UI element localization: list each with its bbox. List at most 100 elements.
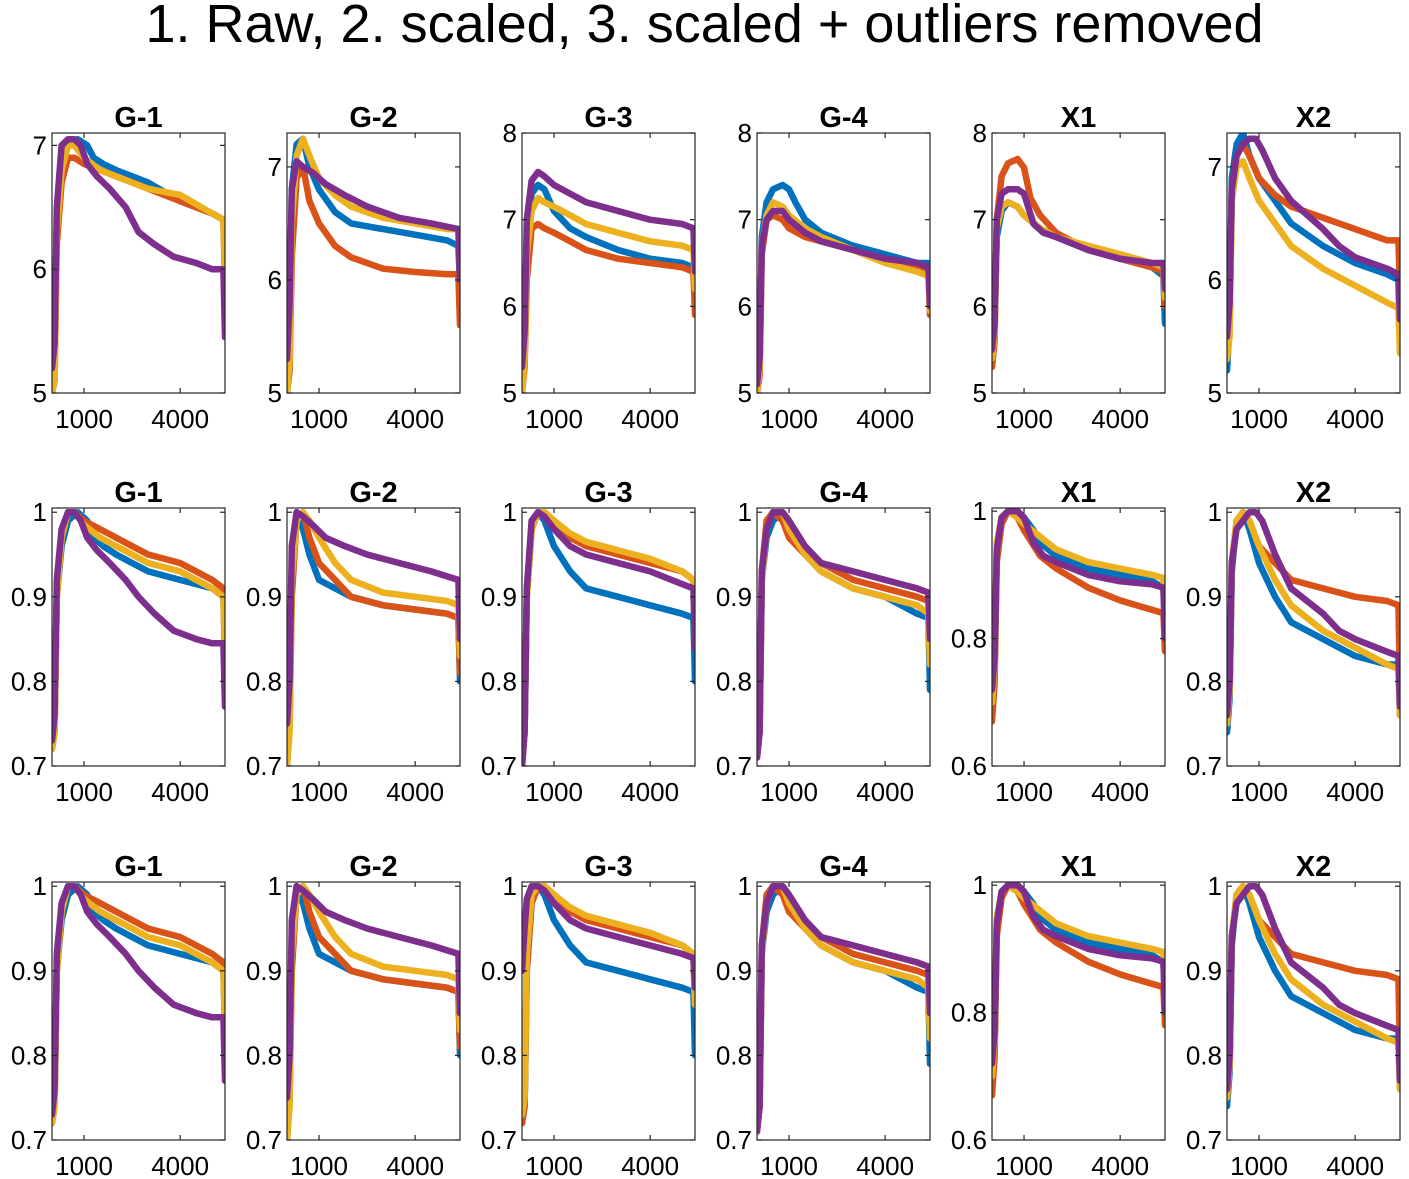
subplot-1-g-4: 1000 4000 5 6 7 8 G-4 bbox=[738, 102, 931, 434]
axes-box bbox=[991, 507, 1166, 767]
y-tick-label: 0.6 bbox=[951, 1125, 987, 1155]
subplot-1-g-1: 1000 4000 5 6 7 G-1 bbox=[33, 102, 226, 434]
axes-box bbox=[286, 507, 461, 767]
x-tick-label: 1000 bbox=[995, 777, 1053, 807]
y-tick-label: 1 bbox=[973, 496, 987, 526]
y-tick-label: 0.7 bbox=[481, 751, 517, 781]
x-tick-label: 4000 bbox=[621, 404, 679, 434]
subplot-title: G-3 bbox=[584, 851, 632, 883]
series-line-yellow bbox=[992, 199, 1165, 362]
series-line-blue bbox=[757, 882, 930, 1135]
series-line-purple bbox=[992, 186, 1165, 353]
subplot-1-x1: 1000 4000 5 6 7 8 X1 bbox=[973, 102, 1166, 434]
y-tick-label: 0.8 bbox=[481, 1040, 517, 1070]
subplot-title: G-3 bbox=[584, 102, 632, 134]
x-tick-label: 1000 bbox=[1230, 404, 1288, 434]
subplot-title: G-2 bbox=[349, 477, 397, 509]
x-tick-label: 4000 bbox=[386, 1151, 444, 1179]
axes-box bbox=[51, 881, 226, 1141]
y-tick-label: 6 bbox=[973, 291, 987, 321]
axes-box bbox=[991, 132, 1166, 394]
y-tick-label: 0.7 bbox=[246, 751, 282, 781]
y-tick-label: 1 bbox=[268, 497, 282, 527]
x-tick-label: 4000 bbox=[621, 1151, 679, 1179]
y-tick-label: 5 bbox=[268, 378, 282, 408]
series-line-yellow bbox=[757, 882, 930, 1135]
subplot-title: G-1 bbox=[114, 477, 162, 509]
y-tick-label: 1 bbox=[1208, 497, 1222, 527]
series-line-purple bbox=[52, 135, 225, 372]
x-tick-label: 4000 bbox=[151, 777, 209, 807]
y-tick-label: 0.8 bbox=[1186, 1040, 1222, 1070]
y-tick-label: 1 bbox=[738, 497, 752, 527]
y-tick-label: 7 bbox=[268, 152, 282, 182]
subplot-title: X1 bbox=[1061, 851, 1096, 883]
axes-box bbox=[51, 507, 226, 767]
x-tick-label: 1000 bbox=[525, 777, 583, 807]
axes-box bbox=[1226, 881, 1401, 1141]
axes-box bbox=[521, 881, 696, 1141]
subplot-title: G-1 bbox=[114, 851, 162, 883]
series-line-purple bbox=[287, 158, 460, 363]
y-tick-label: 8 bbox=[973, 118, 987, 148]
series-line-orange bbox=[287, 882, 460, 1127]
subplot-2-g-1: 1000 4000 0.7 0.8 0.9 1 G-1 bbox=[11, 477, 226, 807]
y-tick-label: 7 bbox=[738, 205, 752, 235]
x-tick-label: 1000 bbox=[995, 1151, 1053, 1179]
y-tick-label: 0.9 bbox=[11, 956, 47, 986]
y-tick-label: 0.9 bbox=[481, 582, 517, 612]
subplot-title: G-1 bbox=[114, 102, 162, 134]
y-tick-label: 7 bbox=[973, 205, 987, 235]
y-tick-label: 6 bbox=[33, 254, 47, 284]
axes-box bbox=[521, 132, 696, 394]
y-tick-label: 1 bbox=[33, 497, 47, 527]
series-line-yellow bbox=[522, 882, 695, 1118]
subplot-2-x1: 1000 4000 0.6 0.8 1 X1 bbox=[951, 477, 1166, 807]
y-tick-label: 0.9 bbox=[716, 582, 752, 612]
series-line-orange bbox=[52, 154, 225, 393]
axes-box bbox=[756, 881, 931, 1141]
subplot-2-g-3: 1000 4000 0.7 0.8 0.9 1 G-3 bbox=[481, 477, 696, 807]
x-tick-label: 4000 bbox=[386, 404, 444, 434]
y-tick-label: 6 bbox=[268, 265, 282, 295]
series-line-yellow bbox=[522, 508, 695, 766]
subplot-title: G-4 bbox=[819, 477, 867, 509]
x-tick-label: 1000 bbox=[1230, 1151, 1288, 1179]
subplot-title: X2 bbox=[1296, 477, 1331, 509]
series-line-purple bbox=[522, 508, 695, 766]
x-tick-label: 4000 bbox=[856, 404, 914, 434]
axes-box bbox=[51, 132, 226, 394]
series-line-yellow bbox=[52, 142, 225, 393]
y-tick-label: 5 bbox=[1208, 378, 1222, 408]
y-tick-label: 0.8 bbox=[1186, 666, 1222, 696]
y-tick-label: 0.9 bbox=[1186, 582, 1222, 612]
x-tick-label: 4000 bbox=[1326, 1151, 1384, 1179]
x-tick-label: 1000 bbox=[290, 1151, 348, 1179]
series-line-purple bbox=[757, 508, 930, 761]
axes-box bbox=[1226, 507, 1401, 767]
series-line-purple bbox=[52, 882, 225, 1118]
y-tick-label: 0.9 bbox=[11, 582, 47, 612]
y-tick-label: 1 bbox=[738, 871, 752, 901]
y-tick-label: 0.8 bbox=[951, 624, 987, 654]
axes-box bbox=[286, 881, 461, 1141]
y-tick-label: 0.7 bbox=[11, 1125, 47, 1155]
subplot-title: X1 bbox=[1061, 477, 1096, 509]
y-tick-label: 0.7 bbox=[246, 1125, 282, 1155]
subplot-title: G-2 bbox=[349, 851, 397, 883]
y-tick-label: 8 bbox=[738, 118, 752, 148]
subplot-title: X2 bbox=[1296, 102, 1331, 134]
series-line-purple bbox=[287, 508, 460, 727]
x-tick-label: 1000 bbox=[290, 777, 348, 807]
subplot-title: X2 bbox=[1296, 851, 1331, 883]
y-tick-label: 0.8 bbox=[246, 1040, 282, 1070]
y-tick-label: 1 bbox=[503, 871, 517, 901]
x-tick-label: 1000 bbox=[525, 1151, 583, 1179]
x-tick-label: 4000 bbox=[1091, 777, 1149, 807]
subplot-title: G-4 bbox=[819, 102, 867, 134]
y-tick-label: 7 bbox=[503, 205, 517, 235]
y-tick-label: 0.9 bbox=[716, 956, 752, 986]
y-tick-label: 0.7 bbox=[1186, 1125, 1222, 1155]
x-tick-label: 4000 bbox=[151, 404, 209, 434]
x-tick-label: 4000 bbox=[856, 1151, 914, 1179]
